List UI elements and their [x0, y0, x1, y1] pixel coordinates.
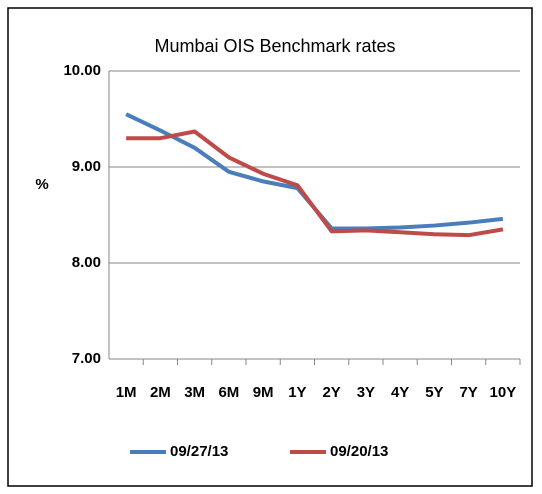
y-axis-label: %: [35, 176, 48, 193]
x-tick-label: 3M: [184, 384, 205, 401]
x-tick-label: 6M: [218, 384, 239, 401]
x-tick-label: 9M: [253, 384, 274, 401]
x-tick-label: 10Y: [490, 384, 517, 401]
x-tick-label: 2Y: [322, 384, 340, 401]
x-tick-label: 1Y: [288, 384, 306, 401]
chart-border: [7, 7, 533, 487]
y-tick-label: 10.00: [63, 62, 101, 79]
x-tick-label: 7Y: [459, 384, 477, 401]
x-tick-label: 1M: [116, 384, 137, 401]
chart-title: Mumbai OIS Benchmark rates: [154, 36, 395, 56]
legend-label: 09/27/13: [170, 443, 228, 460]
legend-label: 09/20/13: [330, 443, 388, 460]
x-tick-label: 5Y: [425, 384, 443, 401]
y-tick-label: 7.00: [72, 350, 101, 367]
y-tick-label: 9.00: [72, 158, 101, 175]
data-line: [126, 129, 504, 238]
x-tick-label: 3Y: [357, 384, 375, 401]
x-tick-label: 2M: [150, 384, 171, 401]
y-tick-label: 8.00: [72, 254, 101, 271]
x-tick-label: 4Y: [391, 384, 409, 401]
